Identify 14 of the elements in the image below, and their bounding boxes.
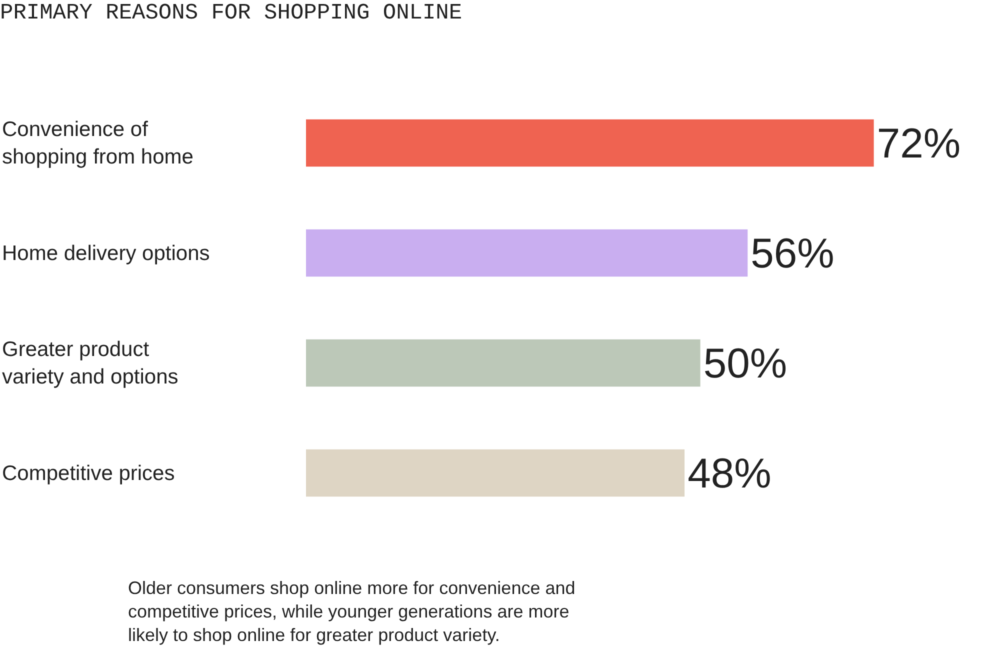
data-label: 56%	[750, 230, 834, 277]
y-tick-label: Greater product variety and options	[2, 338, 178, 388]
bar	[306, 229, 748, 277]
data-label: 50%	[703, 340, 788, 387]
bar	[306, 339, 700, 387]
y-tick-label: Competitive prices	[2, 462, 175, 485]
data-label: 48%	[688, 450, 772, 497]
text: Older consumers shop online more for convenience and competitive prices, while younger generations are more likely to shop online for greater product variety.	[128, 578, 576, 645]
data-label: 72%	[876, 120, 961, 167]
bar	[306, 119, 874, 167]
bar	[306, 449, 685, 497]
chart-title: PRIMARY REASONS FOR SHOPPING ONLINE	[0, 0, 462, 26]
y-tick-label: Home delivery options	[2, 242, 210, 265]
y-tick-label: Convenience of shopping from home	[2, 118, 194, 168]
